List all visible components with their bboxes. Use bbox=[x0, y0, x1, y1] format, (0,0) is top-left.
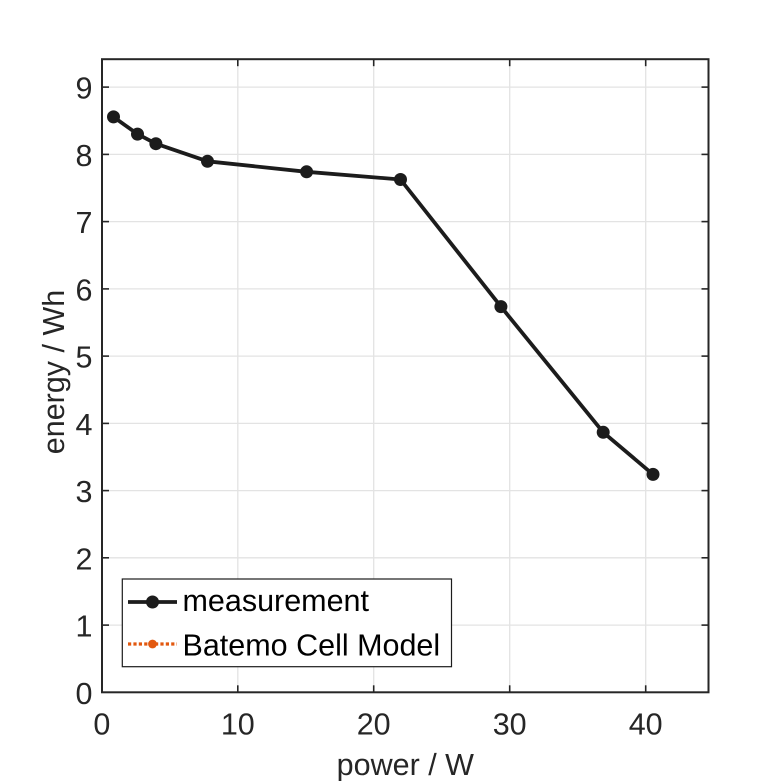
svg-text:8: 8 bbox=[76, 139, 93, 173]
svg-text:10: 10 bbox=[221, 708, 255, 742]
svg-text:0: 0 bbox=[76, 677, 93, 711]
svg-text:9: 9 bbox=[76, 72, 93, 106]
svg-text:3: 3 bbox=[76, 475, 93, 509]
svg-text:0: 0 bbox=[93, 708, 110, 742]
svg-text:4: 4 bbox=[76, 408, 93, 442]
svg-text:1: 1 bbox=[76, 610, 93, 644]
svg-text:40: 40 bbox=[629, 708, 663, 742]
svg-text:measurement: measurement bbox=[183, 584, 370, 618]
svg-text:2: 2 bbox=[76, 542, 93, 576]
svg-text:6: 6 bbox=[76, 273, 93, 307]
svg-text:20: 20 bbox=[357, 708, 391, 742]
svg-text:5: 5 bbox=[76, 341, 93, 375]
svg-text:30: 30 bbox=[493, 708, 527, 742]
svg-text:power / W: power / W bbox=[337, 748, 474, 781]
svg-text:energy / Wh: energy / Wh bbox=[37, 290, 71, 454]
svg-text:Batemo Cell Model: Batemo Cell Model bbox=[183, 629, 441, 663]
svg-text:7: 7 bbox=[76, 206, 93, 240]
